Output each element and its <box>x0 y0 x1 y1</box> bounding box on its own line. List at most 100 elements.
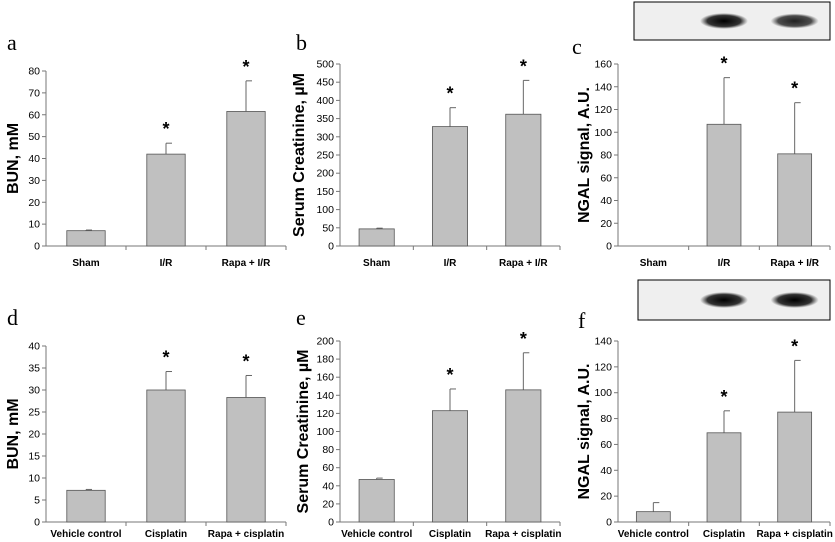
y-tick-label: 0 <box>328 517 334 529</box>
y-tick-label: 40 <box>600 195 612 207</box>
y-tick-label: 20 <box>28 429 40 441</box>
chart-panel-c: c NGAL signal, A.U. 0 20 40 60 80 100 120 140 160 S… <box>572 1 831 269</box>
chart-panel-d: d BUN, mM 0 5 10 15 20 25 30 35 40 Vehicle control *… <box>5 305 287 540</box>
chart-panel-a: a BUN, mM 0 10 20 30 40 50 60 70 80 Sham * I/R * Rapa +… <box>5 30 287 269</box>
y-tick-label: 20 <box>600 218 612 230</box>
y-tick-label: 100 <box>594 127 612 139</box>
significance-marker: * <box>446 84 453 104</box>
significance-marker: * <box>162 348 169 368</box>
bar-0 <box>66 230 106 247</box>
y-axis-title: Serum Creatinine, µM <box>291 73 308 237</box>
y-tick-label: 450 <box>316 77 334 89</box>
y-tick-label: 100 <box>316 204 334 216</box>
y-tick-label: 30 <box>28 175 40 187</box>
bar-1 <box>431 410 468 523</box>
y-tick-label: 0 <box>34 241 40 253</box>
y-tick-label: 50 <box>322 222 334 234</box>
y-tick-label: 5 <box>34 495 40 507</box>
western-blot-inset <box>633 1 831 41</box>
y-tick-label: 140 <box>316 390 334 402</box>
bar-1 <box>431 126 468 247</box>
category-label: Rapa + cisplatin <box>208 529 284 540</box>
y-tick-label: 50 <box>28 131 40 143</box>
y-tick-label: 20 <box>28 197 40 209</box>
y-tick-label: 70 <box>28 87 40 99</box>
bar-1 <box>146 389 186 523</box>
y-tick-label: 250 <box>316 150 334 162</box>
category-label: Cisplatin <box>145 529 187 540</box>
y-tick-label: 10 <box>28 219 40 231</box>
y-axis-title: Serum Creatinine, µM <box>295 350 312 514</box>
significance-marker: * <box>720 54 727 74</box>
blot-band <box>770 292 819 308</box>
significance-marker: * <box>520 56 527 76</box>
category-label: I/R <box>160 258 174 269</box>
y-tick-label: 0 <box>328 241 334 253</box>
panel-letter: c <box>572 34 582 59</box>
category-label: Vehicle control <box>618 529 689 540</box>
y-tick-label: 350 <box>316 113 334 125</box>
y-axis-title: BUN, mM <box>5 398 22 469</box>
y-tick-label: 200 <box>316 168 334 180</box>
blot-band <box>770 13 819 29</box>
category-label: Cisplatin <box>429 529 471 540</box>
y-tick-label: 40 <box>322 480 334 492</box>
panel-letter: e <box>296 305 306 330</box>
y-tick-label: 60 <box>600 439 612 451</box>
y-tick-label: 100 <box>316 426 334 438</box>
bar-0 <box>66 489 106 523</box>
bar-2 <box>505 113 542 247</box>
category-label: Rapa + cisplatin <box>756 529 832 540</box>
category-label: I/R <box>718 258 732 269</box>
y-tick-label: 180 <box>316 354 334 366</box>
y-tick-label: 80 <box>28 66 40 78</box>
chart-panel-b: b Serum Creatinine, µM 0 50 100 150 200 250 300 3… <box>291 30 561 269</box>
y-tick-label: 150 <box>316 186 334 198</box>
bar-2 <box>226 397 266 523</box>
y-tick-label: 30 <box>28 385 40 397</box>
y-tick-label: 120 <box>594 361 612 373</box>
y-tick-label: 80 <box>600 150 612 162</box>
bar-1 <box>146 153 186 247</box>
y-tick-label: 400 <box>316 95 334 107</box>
y-tick-label: 40 <box>600 465 612 477</box>
significance-marker: * <box>720 387 727 407</box>
significance-marker: * <box>162 119 169 139</box>
bar-2 <box>505 389 542 523</box>
category-label: Rapa + I/R <box>499 258 548 269</box>
y-tick-label: 100 <box>594 387 612 399</box>
chart-panel-f: f NGAL signal, A.U. 0 20 40 60 80 100 120 140 Vehi… <box>576 279 833 540</box>
y-tick-label: 120 <box>316 408 334 420</box>
category-label: Sham <box>72 258 99 269</box>
y-tick-label: 0 <box>34 517 40 529</box>
y-tick-label: 140 <box>594 336 612 348</box>
y-tick-label: 300 <box>316 131 334 143</box>
y-axis-title: NGAL signal, A.U. <box>576 363 593 499</box>
y-tick-label: 40 <box>28 341 40 353</box>
y-tick-label: 40 <box>28 153 40 165</box>
panel-letter: f <box>578 308 586 333</box>
y-tick-label: 80 <box>600 413 612 425</box>
bar-2 <box>226 111 266 247</box>
category-label: Sham <box>363 258 390 269</box>
y-tick-label: 500 <box>316 59 334 71</box>
significance-marker: * <box>791 336 798 356</box>
panel-letter: d <box>7 305 18 330</box>
bar-1 <box>706 123 742 247</box>
significance-marker: * <box>791 79 798 99</box>
blot-band <box>700 292 748 308</box>
bar-0 <box>358 479 395 523</box>
y-tick-label: 160 <box>594 59 612 71</box>
category-label: Vehicle control <box>341 529 412 540</box>
bar-0 <box>635 511 671 523</box>
category-label: Sham <box>640 258 667 269</box>
category-label: I/R <box>444 258 458 269</box>
y-tick-label: 160 <box>316 372 334 384</box>
bar-2 <box>777 411 813 523</box>
category-label: Rapa + I/R <box>222 258 271 269</box>
y-axis-title: BUN, mM <box>5 123 22 194</box>
panel-letter: a <box>7 30 17 55</box>
category-label: Rapa + I/R <box>770 258 819 269</box>
y-tick-label: 60 <box>28 109 40 121</box>
y-tick-label: 25 <box>28 407 40 419</box>
